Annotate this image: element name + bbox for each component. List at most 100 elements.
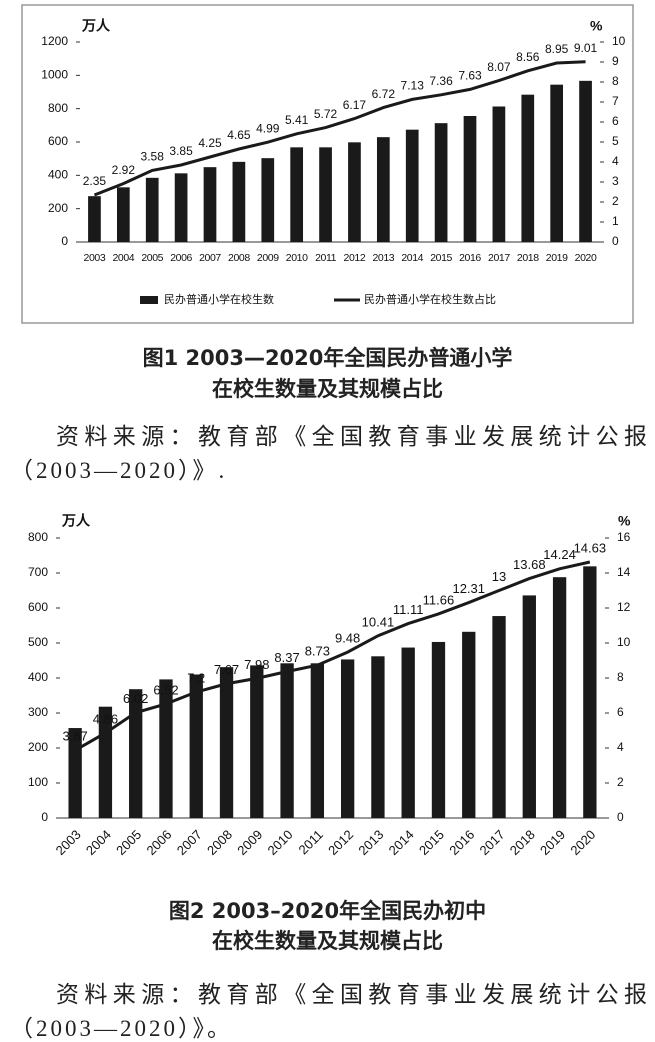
data-label: 2.35 <box>83 174 107 188</box>
caption: 在校生数量及其规模占比 <box>212 377 443 401</box>
x-tick-label: 2011 <box>296 827 326 857</box>
x-tick-label: 2004 <box>83 827 114 858</box>
y-tick-label: 300 <box>28 705 48 719</box>
bar <box>203 167 217 242</box>
legend-label: 民办普通小学在校生数 <box>164 292 274 306</box>
chart-frame <box>21 4 634 324</box>
x-tick-label: 2015 <box>416 827 447 858</box>
bar <box>405 129 419 242</box>
x-tick-label: 2018 <box>507 827 538 858</box>
data-label: 7.2 <box>187 670 205 685</box>
y2-tick-label: 10 <box>617 635 631 649</box>
y-tick-label: 0 <box>61 234 68 248</box>
bar <box>401 647 415 818</box>
y-tick-label: 800 <box>28 530 48 544</box>
data-label: 7.13 <box>401 79 425 93</box>
bar <box>552 577 567 818</box>
data-label: 8.95 <box>545 42 569 56</box>
data-label: 3.85 <box>169 144 193 158</box>
data-label: 3.58 <box>141 150 165 164</box>
bar <box>129 689 143 818</box>
y2-tick-label: 7 <box>612 94 619 108</box>
x-tick-label: 2016 <box>446 827 477 858</box>
data-label: 9.01 <box>574 41 598 55</box>
bar <box>219 667 234 818</box>
bar <box>492 616 506 818</box>
x-tick-label: 2011 <box>315 252 337 264</box>
x-tick-label: 2005 <box>113 827 144 858</box>
y-tick-label: 200 <box>28 740 48 754</box>
y-tick-label: 1000 <box>41 68 68 82</box>
data-label: 8.73 <box>305 644 330 659</box>
y2-tick-label: 8 <box>617 670 624 684</box>
data-label: 6.02 <box>123 691 148 706</box>
bar <box>310 663 325 818</box>
x-tick-label: 2006 <box>143 827 174 858</box>
data-label: 8.37 <box>274 650 299 665</box>
data-label: 13.68 <box>513 557 546 572</box>
bar <box>434 123 448 242</box>
legend-swatch <box>140 296 158 304</box>
bar <box>371 656 385 818</box>
x-tick-label: 2014 <box>386 827 417 858</box>
bar <box>280 663 294 818</box>
data-label: 7.36 <box>429 74 453 88</box>
bar <box>319 147 332 242</box>
data-label: 8.07 <box>487 60 511 74</box>
y-tick-label: 1200 <box>41 34 68 48</box>
bar <box>463 116 477 242</box>
bar <box>159 679 173 818</box>
x-tick-label: 2014 <box>401 252 423 264</box>
y-tick-label: 0 <box>41 810 48 824</box>
data-label: 6.72 <box>372 87 396 101</box>
y2-tick-label: 6 <box>617 705 624 719</box>
y2-tick-label: 4 <box>612 154 619 168</box>
data-label: 3.87 <box>62 729 87 744</box>
x-tick-label: 2008 <box>204 827 235 858</box>
x-tick-label: 2019 <box>537 827 568 858</box>
legend-label: 民办普通小学在校生数占比 <box>364 292 496 306</box>
bar <box>189 674 203 818</box>
bar <box>376 137 390 242</box>
x-tick-label: 2016 <box>459 252 481 264</box>
y-tick-label: 100 <box>28 775 48 789</box>
data-label: 6.17 <box>343 98 367 112</box>
y2-tick-label: 14 <box>617 565 631 579</box>
y2-tick-label: 8 <box>612 74 619 88</box>
x-tick-label: 2020 <box>567 827 598 858</box>
caption: 图2 2003–2020年全国民办初中 <box>168 899 487 923</box>
data-label: 8.56 <box>516 50 540 64</box>
y2-tick-label: 5 <box>612 134 619 148</box>
y-tick-label: 400 <box>48 168 68 182</box>
bar <box>174 173 188 242</box>
bar <box>232 161 246 242</box>
y-tick-label: 400 <box>28 670 48 684</box>
y2-tick-label: 2 <box>617 775 624 789</box>
y-axis-label: 万人 <box>61 513 91 529</box>
data-label: 4.25 <box>198 136 222 150</box>
bar <box>431 641 446 818</box>
data-label: 4.86 <box>93 711 118 726</box>
y2-tick-label: 9 <box>612 54 619 68</box>
bar <box>145 177 159 242</box>
x-tick-label: 2007 <box>199 252 221 264</box>
line <box>74 560 591 752</box>
x-tick-label: 2020 <box>575 252 597 264</box>
line <box>93 60 586 197</box>
chart: 万人 % 0 100 200 300 400 500 600 700 800 0 2 4 6 8 10 12 14 1… <box>28 513 631 858</box>
x-tick-label: 2019 <box>546 252 568 264</box>
x-tick-label: 2003 <box>84 252 106 264</box>
bar <box>550 84 564 243</box>
x-tick-label: 2017 <box>488 252 510 264</box>
data-label: 4.99 <box>256 121 280 135</box>
y-tick-label: 800 <box>48 101 68 115</box>
y2-tick-label: 12 <box>617 600 631 614</box>
data-label: 5.41 <box>285 113 309 127</box>
bar <box>522 595 536 818</box>
data-label: 7.63 <box>458 69 482 83</box>
y-tick-label: 600 <box>28 600 48 614</box>
y2-tick-label: 2 <box>612 194 619 208</box>
x-tick-label: 2015 <box>430 252 452 264</box>
bar <box>290 147 304 242</box>
